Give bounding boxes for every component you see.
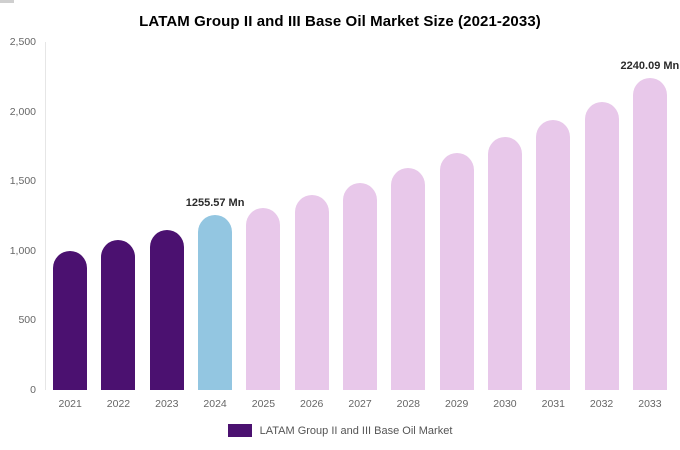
bar-2027: [343, 182, 378, 390]
bar-column-2027: 2027: [336, 42, 384, 410]
chart-area: 0 500 1,000 1,500 2,000 2,500 2021 2022 2023 125…: [0, 36, 680, 410]
y-axis: 0 500 1,000 1,500 2,000 2,500: [0, 36, 40, 396]
x-axis-label-2032: 2032: [589, 398, 614, 410]
legend: LATAM Group II and III Base Oil Market: [0, 424, 680, 437]
x-axis-label-2027: 2027: [348, 398, 372, 410]
y-tick-1500: 1,500: [9, 175, 36, 188]
bar-2023: [149, 229, 184, 390]
x-axis-label-2033: 2033: [638, 398, 662, 410]
bar-column-2029: 2029: [433, 42, 481, 410]
x-axis-label-2024: 2024: [203, 398, 227, 410]
bar-2025: [246, 207, 281, 390]
chart-title: LATAM Group II and III Base Oil Market S…: [139, 13, 541, 30]
x-axis-label-2025: 2025: [251, 398, 276, 410]
bar-2030: [487, 136, 522, 390]
y-tick-2000: 2,000: [9, 105, 36, 118]
bar-column-2031: 2031: [529, 42, 577, 410]
x-axis-label-2028: 2028: [396, 398, 421, 410]
bar-2028: [391, 167, 426, 390]
x-axis-label-2023: 2023: [155, 398, 179, 410]
bar-column-2025: 2025: [239, 42, 287, 410]
bar-2021: [53, 250, 88, 390]
bar-2022: [101, 240, 136, 390]
frame-corner: [0, 0, 14, 3]
value-label-2024: 1255.57 Mn: [185, 197, 245, 210]
bar-2024: [198, 215, 233, 390]
y-tick-2500: 2,500: [9, 36, 36, 48]
y-tick-1000: 1,000: [9, 244, 36, 257]
bar-2029: [439, 153, 474, 390]
bar-column-2021: 2021: [46, 42, 94, 410]
legend-swatch: [227, 424, 252, 437]
x-axis-label-2026: 2026: [300, 398, 324, 410]
plot-area: 2021 2022 2023 1255.57 Mn 2024 2025 2026 2027 20…: [45, 42, 680, 410]
y-tick-0: 0: [30, 384, 36, 396]
bar-column-2022: 2022: [94, 42, 142, 410]
bar-2031: [536, 119, 571, 390]
bar-column-2032: 2032: [577, 42, 625, 410]
y-tick-500: 500: [18, 314, 36, 327]
bar-column-2028: 2028: [384, 42, 432, 410]
value-label-2033: 2240.09 Mn: [620, 60, 680, 73]
bar-2032: [584, 101, 619, 390]
x-axis-label-2029: 2029: [444, 398, 469, 410]
bar-2033: [632, 78, 667, 390]
bar-column-2033: 2240.09 Mn 2033: [621, 42, 680, 410]
bar-column-2023: 2023: [143, 42, 191, 410]
bar-column-2030: 2030: [481, 42, 529, 410]
x-axis-label-2031: 2031: [541, 398, 565, 410]
x-axis-label-2030: 2030: [493, 398, 517, 410]
bar-column-2026: 2026: [288, 42, 336, 410]
x-axis-label-2022: 2022: [106, 398, 131, 410]
x-axis-label-2021: 2021: [58, 398, 82, 410]
bar-column-2024: 1255.57 Mn 2024: [186, 42, 245, 410]
legend-label: LATAM Group II and III Base Oil Market: [259, 424, 453, 437]
bar-2026: [294, 195, 329, 390]
